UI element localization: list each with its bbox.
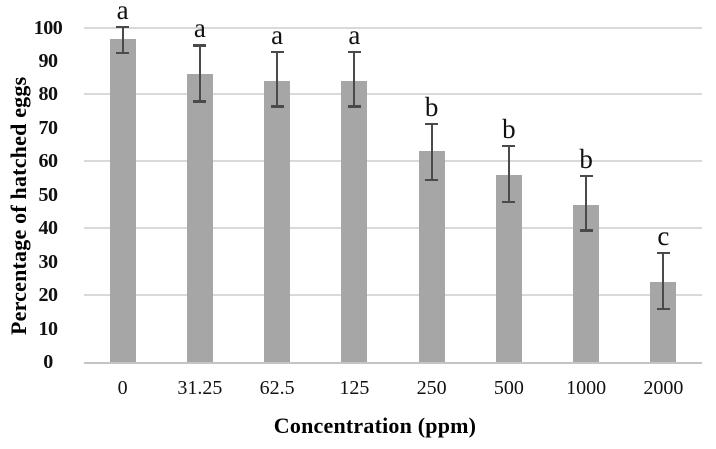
significance-letter: b — [502, 113, 516, 144]
error-bar-top-cap — [502, 144, 516, 148]
x-tick-label: 125 — [339, 377, 370, 399]
error-bar — [276, 50, 279, 108]
x-tick-label: 250 — [416, 377, 447, 399]
gridline — [84, 93, 702, 96]
error-bar-top-cap — [656, 251, 670, 255]
error-bar — [198, 44, 201, 103]
bar-125ppm — [341, 81, 368, 362]
error-bar-bottom-cap — [193, 100, 207, 103]
y-tick-label: 50 — [38, 183, 59, 206]
y-tick-label: 30 — [38, 250, 59, 273]
error-bar-top-cap — [270, 50, 284, 54]
error-bar — [353, 50, 356, 108]
y-tick-label: 100 — [33, 16, 63, 39]
significance-letter: a — [348, 19, 361, 50]
x-tick-label: 2000 — [643, 377, 684, 399]
bar-31.25ppm — [186, 74, 213, 362]
significance-letter: b — [424, 91, 439, 122]
error-bar-top-cap — [193, 44, 207, 47]
x-tick-label: 1000 — [566, 377, 607, 399]
error-bar-top-cap — [347, 50, 361, 54]
gridline — [84, 160, 702, 163]
gridline — [84, 26, 702, 29]
significance-letter: a — [116, 0, 129, 25]
gridline — [84, 294, 702, 297]
x-tick-label: 0 — [117, 377, 128, 399]
error-bar — [507, 144, 510, 204]
y-tick-label: 80 — [38, 83, 59, 106]
error-bar — [662, 251, 665, 311]
error-bar — [430, 122, 433, 182]
significance-letter: b — [579, 143, 593, 174]
y-tick-label: 60 — [38, 150, 59, 173]
y-tick-label: 70 — [38, 116, 59, 139]
gridline — [84, 227, 702, 230]
error-bar-bottom-cap — [502, 200, 516, 204]
bar-250ppm — [418, 151, 445, 362]
significance-letter: c — [657, 220, 670, 251]
error-bar-bottom-cap — [425, 178, 439, 182]
error-bar-bottom-cap — [347, 105, 361, 108]
error-bar — [585, 174, 588, 232]
error-bar-bottom-cap — [656, 307, 670, 311]
x-tick-label: 500 — [493, 377, 524, 399]
bar-0ppm — [109, 39, 136, 362]
error-bar — [121, 25, 124, 55]
x-axis-line — [84, 361, 702, 364]
bar-500ppm — [495, 174, 522, 362]
error-bar-bottom-cap — [270, 105, 284, 108]
error-bar-top-cap — [116, 25, 130, 29]
significance-letter: a — [271, 19, 284, 50]
x-tick-label: 62.5 — [259, 377, 295, 399]
error-bar-bottom-cap — [116, 51, 130, 55]
y-tick-label: 20 — [38, 284, 59, 307]
bar-62.5ppm — [264, 81, 291, 362]
significance-letter: a — [193, 13, 206, 44]
y-tick-label: 40 — [38, 217, 59, 240]
y-tick-label: 0 — [43, 351, 53, 373]
x-axis-title: Concentration (ppm) — [273, 413, 477, 438]
error-bar-top-cap — [579, 174, 593, 178]
error-bar-top-cap — [425, 122, 439, 126]
error-bar-bottom-cap — [579, 229, 593, 232]
y-tick-label: 10 — [38, 317, 59, 340]
x-tick-label: 31.25 — [177, 377, 223, 399]
y-tick-label: 90 — [38, 49, 59, 72]
